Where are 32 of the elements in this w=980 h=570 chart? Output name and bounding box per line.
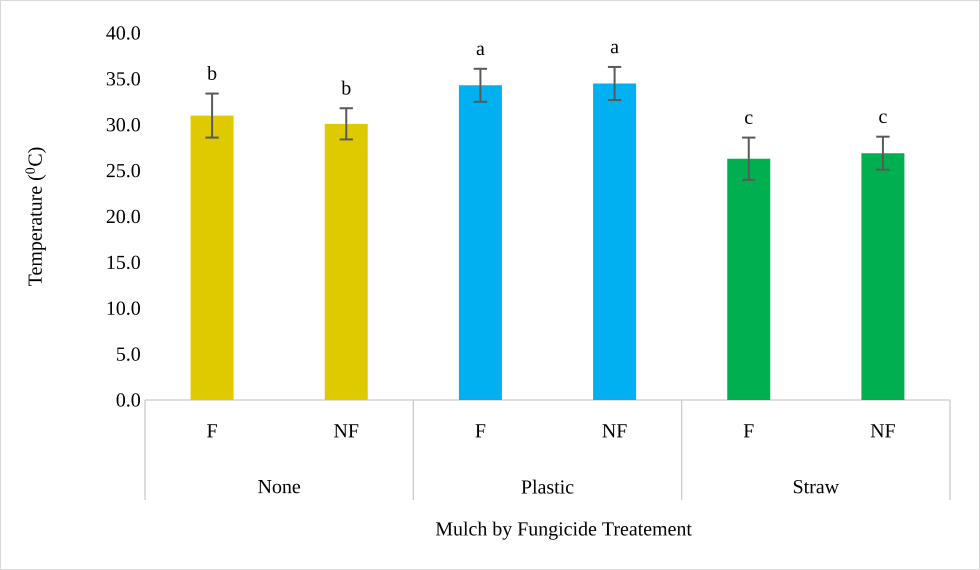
x-tick-label: F bbox=[744, 424, 754, 438]
y-tick-label: 5.0 bbox=[116, 347, 140, 361]
y-tick-label: 0.0 bbox=[116, 393, 140, 407]
y-tick-label: 25.0 bbox=[106, 164, 140, 178]
bar bbox=[593, 83, 636, 400]
annotation: a bbox=[476, 46, 485, 56]
x-tick-label: NF bbox=[334, 424, 358, 438]
text: Straw bbox=[794, 480, 839, 494]
text: None bbox=[258, 480, 300, 494]
y-tick-label: 10.0 bbox=[108, 301, 140, 316]
x-tick-label: NF bbox=[870, 424, 895, 438]
bar bbox=[324, 124, 368, 400]
annotation: c bbox=[879, 114, 887, 124]
y-tick-label: 20.0 bbox=[106, 210, 140, 224]
annotation: a bbox=[610, 44, 619, 54]
annotation: c bbox=[745, 114, 753, 124]
bar bbox=[727, 158, 770, 400]
y-tick-label: 40.0 bbox=[106, 26, 140, 40]
annotation: b bbox=[341, 80, 350, 95]
y-tick-label: 30.0 bbox=[106, 118, 140, 132]
y-tick-label: 35.0 bbox=[106, 72, 140, 86]
bar bbox=[458, 85, 502, 400]
y-axis-title: Temperature ($^{0}$C) bbox=[25, 148, 46, 286]
y-tick-label: 15.0 bbox=[108, 256, 140, 270]
x-axis-title: Mulch by Fungicide Treatement bbox=[436, 522, 692, 540]
annotation: b bbox=[207, 66, 216, 80]
x-tick-label: F bbox=[207, 424, 217, 438]
bar bbox=[861, 153, 904, 400]
text: Plastic bbox=[522, 480, 574, 494]
x-tick-label: F bbox=[475, 424, 486, 438]
x-tick-label: NF bbox=[602, 424, 627, 438]
bar bbox=[190, 116, 234, 400]
